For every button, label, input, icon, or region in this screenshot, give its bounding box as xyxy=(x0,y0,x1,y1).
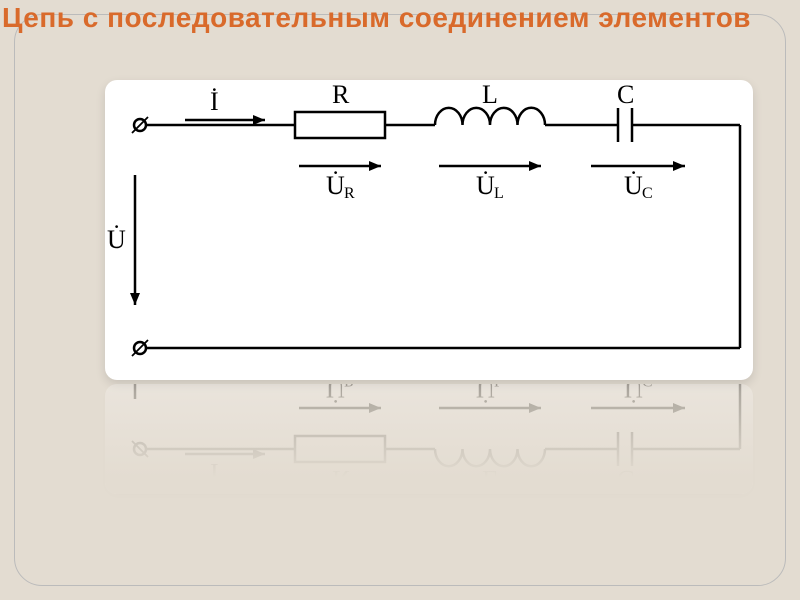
svg-text:R: R xyxy=(332,80,350,109)
svg-text:C: C xyxy=(617,80,634,109)
slide-title: Цепь с последовательным соединением элем… xyxy=(0,2,800,34)
rlc-series-circuit: İRLCU̇RU̇LU̇CU̇ xyxy=(105,80,753,380)
reflection-fade xyxy=(105,384,753,494)
svg-text:L: L xyxy=(494,185,504,202)
svg-text:U̇: U̇ xyxy=(107,225,126,254)
svg-text:C: C xyxy=(642,185,653,202)
svg-text:L: L xyxy=(482,80,498,109)
svg-text:R: R xyxy=(344,185,355,202)
svg-text:U̇: U̇ xyxy=(476,171,495,200)
svg-text:İ: İ xyxy=(210,87,219,116)
slide-page: Цепь с последовательным соединением элем… xyxy=(0,0,800,600)
svg-text:U̇: U̇ xyxy=(624,171,643,200)
svg-text:U̇: U̇ xyxy=(326,171,345,200)
diagram-card: İRLCU̇RU̇LU̇CU̇ xyxy=(105,80,753,380)
